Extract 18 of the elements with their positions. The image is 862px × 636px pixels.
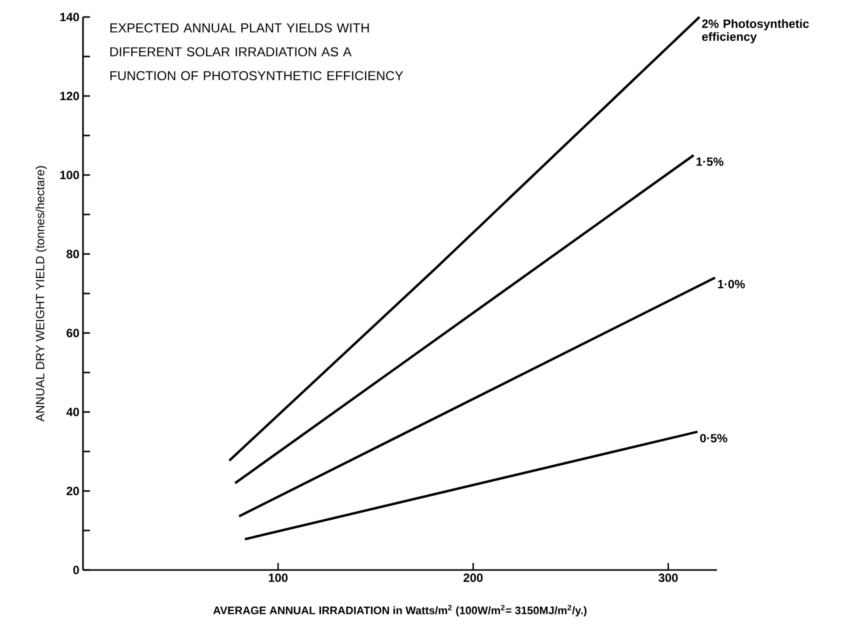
series-label: 2% Photosynthetic efficiency bbox=[702, 19, 809, 44]
y-axis-title: ANNUAL DRY WEIGHT YIELD (tonnes/hectare) bbox=[36, 166, 47, 422]
x-tick-label: 300 bbox=[658, 574, 678, 582]
y-tick-label: 120 bbox=[60, 92, 79, 100]
series-label: 1·0% bbox=[718, 280, 745, 288]
x-tick-label: 200 bbox=[464, 574, 483, 582]
series-label: 1·5% bbox=[696, 157, 724, 166]
y-tick-label: 40 bbox=[66, 408, 79, 416]
y-tick-label: 140 bbox=[60, 12, 79, 22]
x-tick-label: 100 bbox=[268, 574, 288, 582]
x-axis-title: AVERAGE ANNUAL IRRADIATION in Watts/m$^{2}$ (100W/m$^{2}$= 3150MJ/m$^{2}$/y.) bbox=[213, 604, 586, 616]
y-tick-label: 60 bbox=[66, 328, 79, 338]
y-tick-label: 80 bbox=[66, 250, 79, 258]
y-tick-label: 0 bbox=[73, 566, 79, 574]
series-label: 0·5% bbox=[700, 434, 728, 442]
y-tick-label: 20 bbox=[66, 486, 79, 496]
y-tick-label: 100 bbox=[60, 170, 79, 180]
text: EXPECTED ANNUAL PLANT YIELDS WITH DIFFERENT SOLAR IRRADIATION AS A FUNCTION OF PHOTOSYNTHETIC EFFICIENCY bbox=[110, 23, 404, 80]
